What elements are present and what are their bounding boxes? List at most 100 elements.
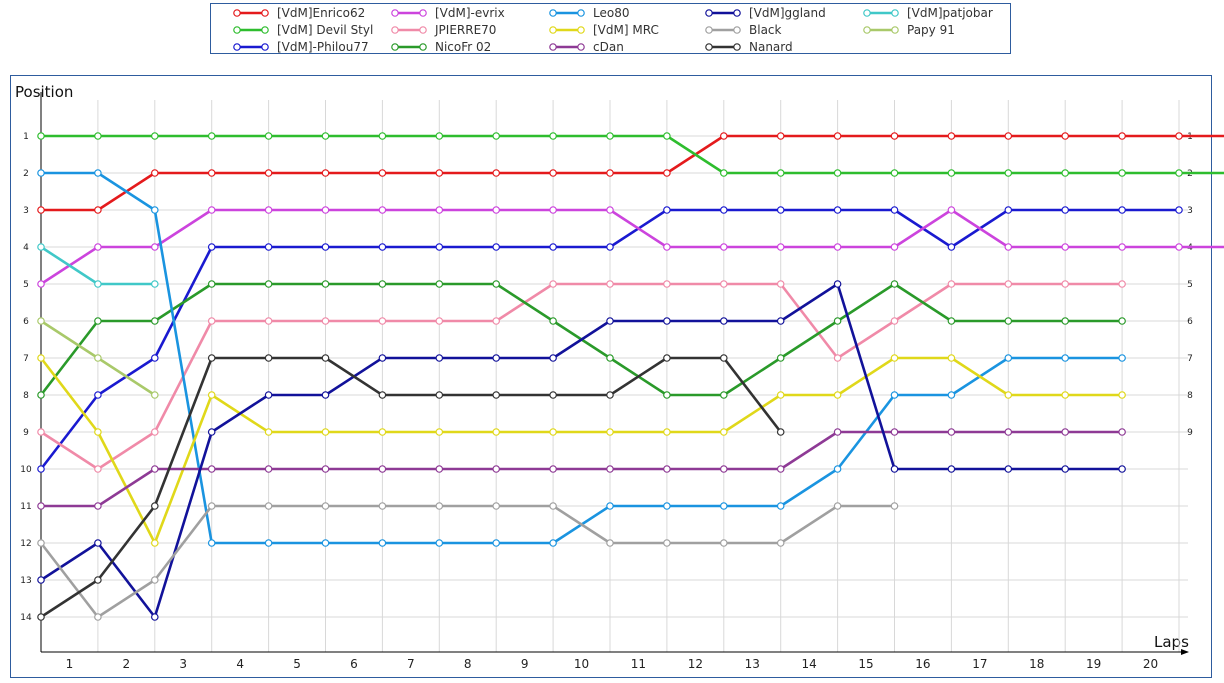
data-point: [1118, 354, 1126, 362]
x-tick-label: 1: [66, 657, 74, 671]
data-point: [1061, 243, 1070, 251]
data-point: [606, 354, 614, 362]
data-point: [776, 317, 785, 325]
data-point: [378, 354, 387, 362]
data-point: [947, 132, 956, 140]
data-point: [663, 243, 671, 251]
data-point: [94, 206, 102, 214]
data-point: [1004, 428, 1013, 436]
data-point: [890, 169, 899, 177]
data-point: [1118, 169, 1126, 177]
data-point: [37, 132, 45, 140]
data-point: [435, 465, 444, 473]
legend-swatch-marker: [733, 25, 741, 34]
legend-item: [VdM]patjobar: [861, 4, 993, 21]
data-point: [549, 132, 557, 140]
series-markers: [37, 132, 1183, 621]
data-point: [663, 428, 671, 436]
data-point: [549, 317, 557, 325]
x-axis-label: Laps: [1154, 633, 1189, 651]
y-axis-label: Position: [15, 83, 73, 101]
series-line: [39, 356, 1123, 545]
legend-swatch-marker: [261, 42, 269, 51]
data-point: [492, 132, 501, 140]
data-point: [833, 132, 842, 140]
data-point: [776, 169, 785, 177]
y-tick-label-right: 8: [1187, 391, 1193, 401]
data-point: [890, 354, 899, 362]
legend-swatch-marker: [549, 8, 557, 17]
series-line: [40, 282, 1123, 471]
series-line: [39, 504, 895, 619]
data-point: [1118, 206, 1126, 214]
data-point: [1004, 391, 1013, 399]
legend-label: [VdM] Devil Styl: [277, 22, 374, 37]
legend-label: JPIERRE70: [435, 22, 497, 37]
data-point: [776, 206, 785, 214]
data-point: [1004, 243, 1013, 251]
series-line: [41, 430, 1123, 508]
data-point: [321, 169, 330, 177]
data-point: [94, 428, 102, 436]
legend-swatch-marker: [863, 25, 871, 34]
data-point: [94, 539, 102, 547]
data-point: [321, 354, 330, 362]
data-point: [890, 428, 899, 436]
data-point: [264, 391, 273, 399]
legend-line-icon: [705, 8, 741, 17]
legend-label: [VdM]-evrix: [435, 5, 505, 20]
data-point: [776, 539, 785, 547]
x-tick-label: 10: [574, 657, 589, 671]
data-point: [37, 280, 45, 288]
data-point: [321, 243, 330, 251]
data-point: [549, 280, 557, 288]
data-point: [37, 169, 45, 177]
data-point: [1004, 206, 1013, 214]
data-point: [947, 428, 956, 436]
data-point: [264, 243, 273, 251]
data-point: [151, 502, 159, 510]
data-point: [151, 280, 159, 288]
data-point: [947, 465, 956, 473]
y-tick-label-left: 4: [23, 243, 29, 253]
legend-swatch-marker: [705, 25, 713, 34]
y-tick-label-left: 14: [20, 613, 32, 623]
data-point: [1061, 317, 1070, 325]
data-point: [1061, 465, 1070, 473]
data-point: [606, 280, 614, 288]
data-point: [890, 391, 899, 399]
data-point: [492, 280, 501, 288]
data-point: [719, 280, 728, 288]
data-point: [492, 465, 501, 473]
legend-label: [VdM] MRC: [593, 22, 659, 37]
data-point: [1061, 169, 1070, 177]
data-point: [776, 465, 785, 473]
data-point: [890, 243, 899, 251]
x-tick-label: 18: [1029, 657, 1044, 671]
data-point: [264, 206, 273, 214]
data-point: [776, 391, 785, 399]
x-tick-label: 9: [521, 657, 529, 671]
data-point: [606, 169, 614, 177]
data-point: [719, 354, 728, 362]
legend-label: [VdM]-Philou77: [277, 39, 369, 54]
data-point: [492, 243, 501, 251]
data-point: [207, 317, 216, 325]
data-point: [37, 502, 45, 510]
data-point: [549, 206, 557, 214]
legend-swatch-marker: [705, 42, 713, 51]
data-point: [1061, 391, 1070, 399]
data-point: [1061, 280, 1070, 288]
data-point: [321, 539, 330, 547]
data-point: [435, 280, 444, 288]
legend-label: [VdM]ggland: [749, 5, 826, 20]
data-point: [606, 243, 614, 251]
data-point: [663, 317, 671, 325]
data-point: [151, 465, 159, 473]
data-point: [435, 428, 444, 436]
legend-line-icon: [863, 25, 899, 34]
y-tick-label-right: 3: [1187, 206, 1193, 216]
x-tick-label: 19: [1086, 657, 1101, 671]
legend-line-icon: [391, 25, 427, 34]
